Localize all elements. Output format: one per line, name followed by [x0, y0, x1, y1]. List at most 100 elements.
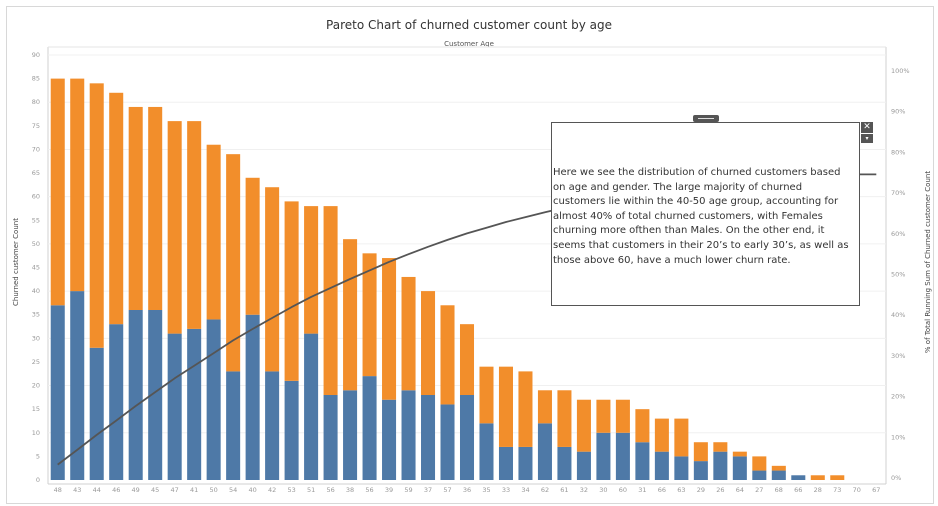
- bar-segment-upper: [557, 390, 572, 447]
- bar-segment-upper: [206, 144, 221, 320]
- bar-segment-upper: [304, 206, 319, 334]
- bar-segment-upper: [752, 456, 767, 471]
- bar-segment-upper: [459, 324, 475, 395]
- x-tick-label: 49: [132, 486, 140, 494]
- x-tick-label: 34: [521, 486, 529, 494]
- bar-segment-upper: [109, 92, 124, 325]
- annotation-drag-handle[interactable]: [693, 115, 719, 122]
- x-tick-label: 51: [307, 486, 315, 494]
- bar-segment-upper: [421, 291, 436, 395]
- bar-segment-lower: [284, 380, 299, 480]
- bar-segment-lower: [459, 395, 475, 480]
- x-tick-label: 30: [599, 486, 607, 494]
- y-tick-label: 40: [32, 287, 40, 295]
- bar-segment-lower: [771, 470, 786, 480]
- bar-segment-upper: [518, 371, 533, 447]
- bar-segment-lower: [421, 395, 436, 480]
- y-tick-label: 25: [32, 358, 40, 366]
- x-tick-label: 53: [287, 486, 295, 494]
- x-tick-label: 47: [171, 486, 179, 494]
- x-tick-label: 73: [833, 486, 841, 494]
- annotation-text: Here we see the distribution of churned …: [553, 167, 849, 266]
- y-tick-label: 65: [32, 169, 40, 177]
- x-tick-label: 42: [268, 486, 276, 494]
- bar-segment-lower: [89, 347, 104, 480]
- bar-segment-lower: [401, 390, 416, 480]
- x-tick-label: 29: [697, 486, 705, 494]
- bar-segment-lower: [479, 423, 494, 480]
- bar-segment-upper: [498, 366, 513, 447]
- y2-tick-label: 0%: [891, 474, 901, 482]
- y-tick-label: 75: [32, 122, 40, 130]
- bar-segment-upper: [810, 475, 825, 480]
- bar-segment-upper: [674, 418, 689, 457]
- y-tick-label: 30: [32, 334, 40, 342]
- bar-segment-lower: [557, 446, 572, 480]
- y-tick-label: 85: [32, 75, 40, 83]
- y2-tick-label: 20%: [891, 393, 905, 401]
- bar-segment-upper: [245, 177, 260, 315]
- bar-segment-upper: [771, 465, 786, 471]
- x-tick-label: 40: [248, 486, 256, 494]
- y-tick-label: 50: [32, 240, 40, 248]
- bar-segment-lower: [635, 442, 650, 480]
- bar-segment-upper: [265, 187, 280, 372]
- x-tick-label: 66: [658, 486, 666, 494]
- bar-segment-upper: [401, 276, 416, 391]
- bar-segment-lower: [732, 456, 747, 480]
- y-tick-label: 35: [32, 311, 40, 319]
- chevron-down-icon[interactable]: ▾: [861, 134, 873, 143]
- bar-segment-lower: [245, 314, 260, 480]
- y2-tick-label: 90%: [891, 108, 905, 116]
- x-tick-label: 28: [814, 486, 822, 494]
- bar-segment-upper: [615, 399, 630, 433]
- bar-segment-lower: [693, 461, 708, 480]
- bar-segment-lower: [498, 446, 513, 480]
- bar-segment-lower: [50, 305, 65, 480]
- chart-title: Pareto Chart of churned customer count b…: [326, 18, 612, 32]
- x-tick-label: 62: [541, 486, 549, 494]
- bar-segment-lower: [596, 432, 611, 480]
- bar-segment-upper: [635, 409, 650, 443]
- y-tick-label: 55: [32, 216, 40, 224]
- bar-segment-upper: [362, 253, 377, 377]
- bar-segment-upper: [323, 206, 338, 395]
- x-tick-label: 36: [463, 486, 471, 494]
- x-tick-label: 64: [736, 486, 744, 494]
- y-tick-label: 60: [32, 193, 40, 201]
- x-tick-label: 54: [229, 486, 237, 494]
- bar-segment-upper: [576, 399, 591, 452]
- y2-tick-label: 40%: [891, 311, 905, 319]
- close-icon[interactable]: ✕: [861, 122, 873, 133]
- bar-segment-lower: [713, 451, 728, 480]
- y-tick-label: 5: [36, 452, 40, 460]
- bar-segment-lower: [654, 451, 669, 480]
- x-tick-label: 57: [443, 486, 451, 494]
- x-tick-label: 43: [73, 486, 81, 494]
- bar-segment-lower: [576, 451, 591, 480]
- bar-segment-lower: [440, 404, 455, 480]
- y2-tick-label: 30%: [891, 352, 905, 360]
- bar-segment-upper: [148, 106, 163, 310]
- y2-tick-label: 100%: [891, 67, 910, 75]
- bar-segment-upper: [50, 78, 65, 306]
- annotation-box[interactable]: Here we see the distribution of churned …: [551, 122, 860, 306]
- y2-tick-label: 80%: [891, 148, 905, 156]
- bar-segment-lower: [537, 423, 552, 480]
- y-tick-label: 70: [32, 145, 40, 153]
- x-tick-label: 45: [151, 486, 159, 494]
- y-tick-label: 45: [32, 264, 40, 272]
- y-tick-label: 20: [32, 382, 40, 390]
- bar-segment-lower: [109, 324, 124, 480]
- bar-segment-lower: [128, 310, 143, 480]
- bar-segment-lower: [752, 470, 767, 480]
- bar-segment-lower: [187, 328, 202, 480]
- x-tick-label: 66: [794, 486, 802, 494]
- bar-segment-lower: [382, 399, 397, 480]
- y2-tick-label: 10%: [891, 433, 905, 441]
- y-tick-label: 90: [32, 51, 40, 59]
- bar-segment-upper: [713, 442, 728, 452]
- bar-segment-upper: [284, 201, 299, 381]
- bar-segment-lower: [148, 310, 163, 480]
